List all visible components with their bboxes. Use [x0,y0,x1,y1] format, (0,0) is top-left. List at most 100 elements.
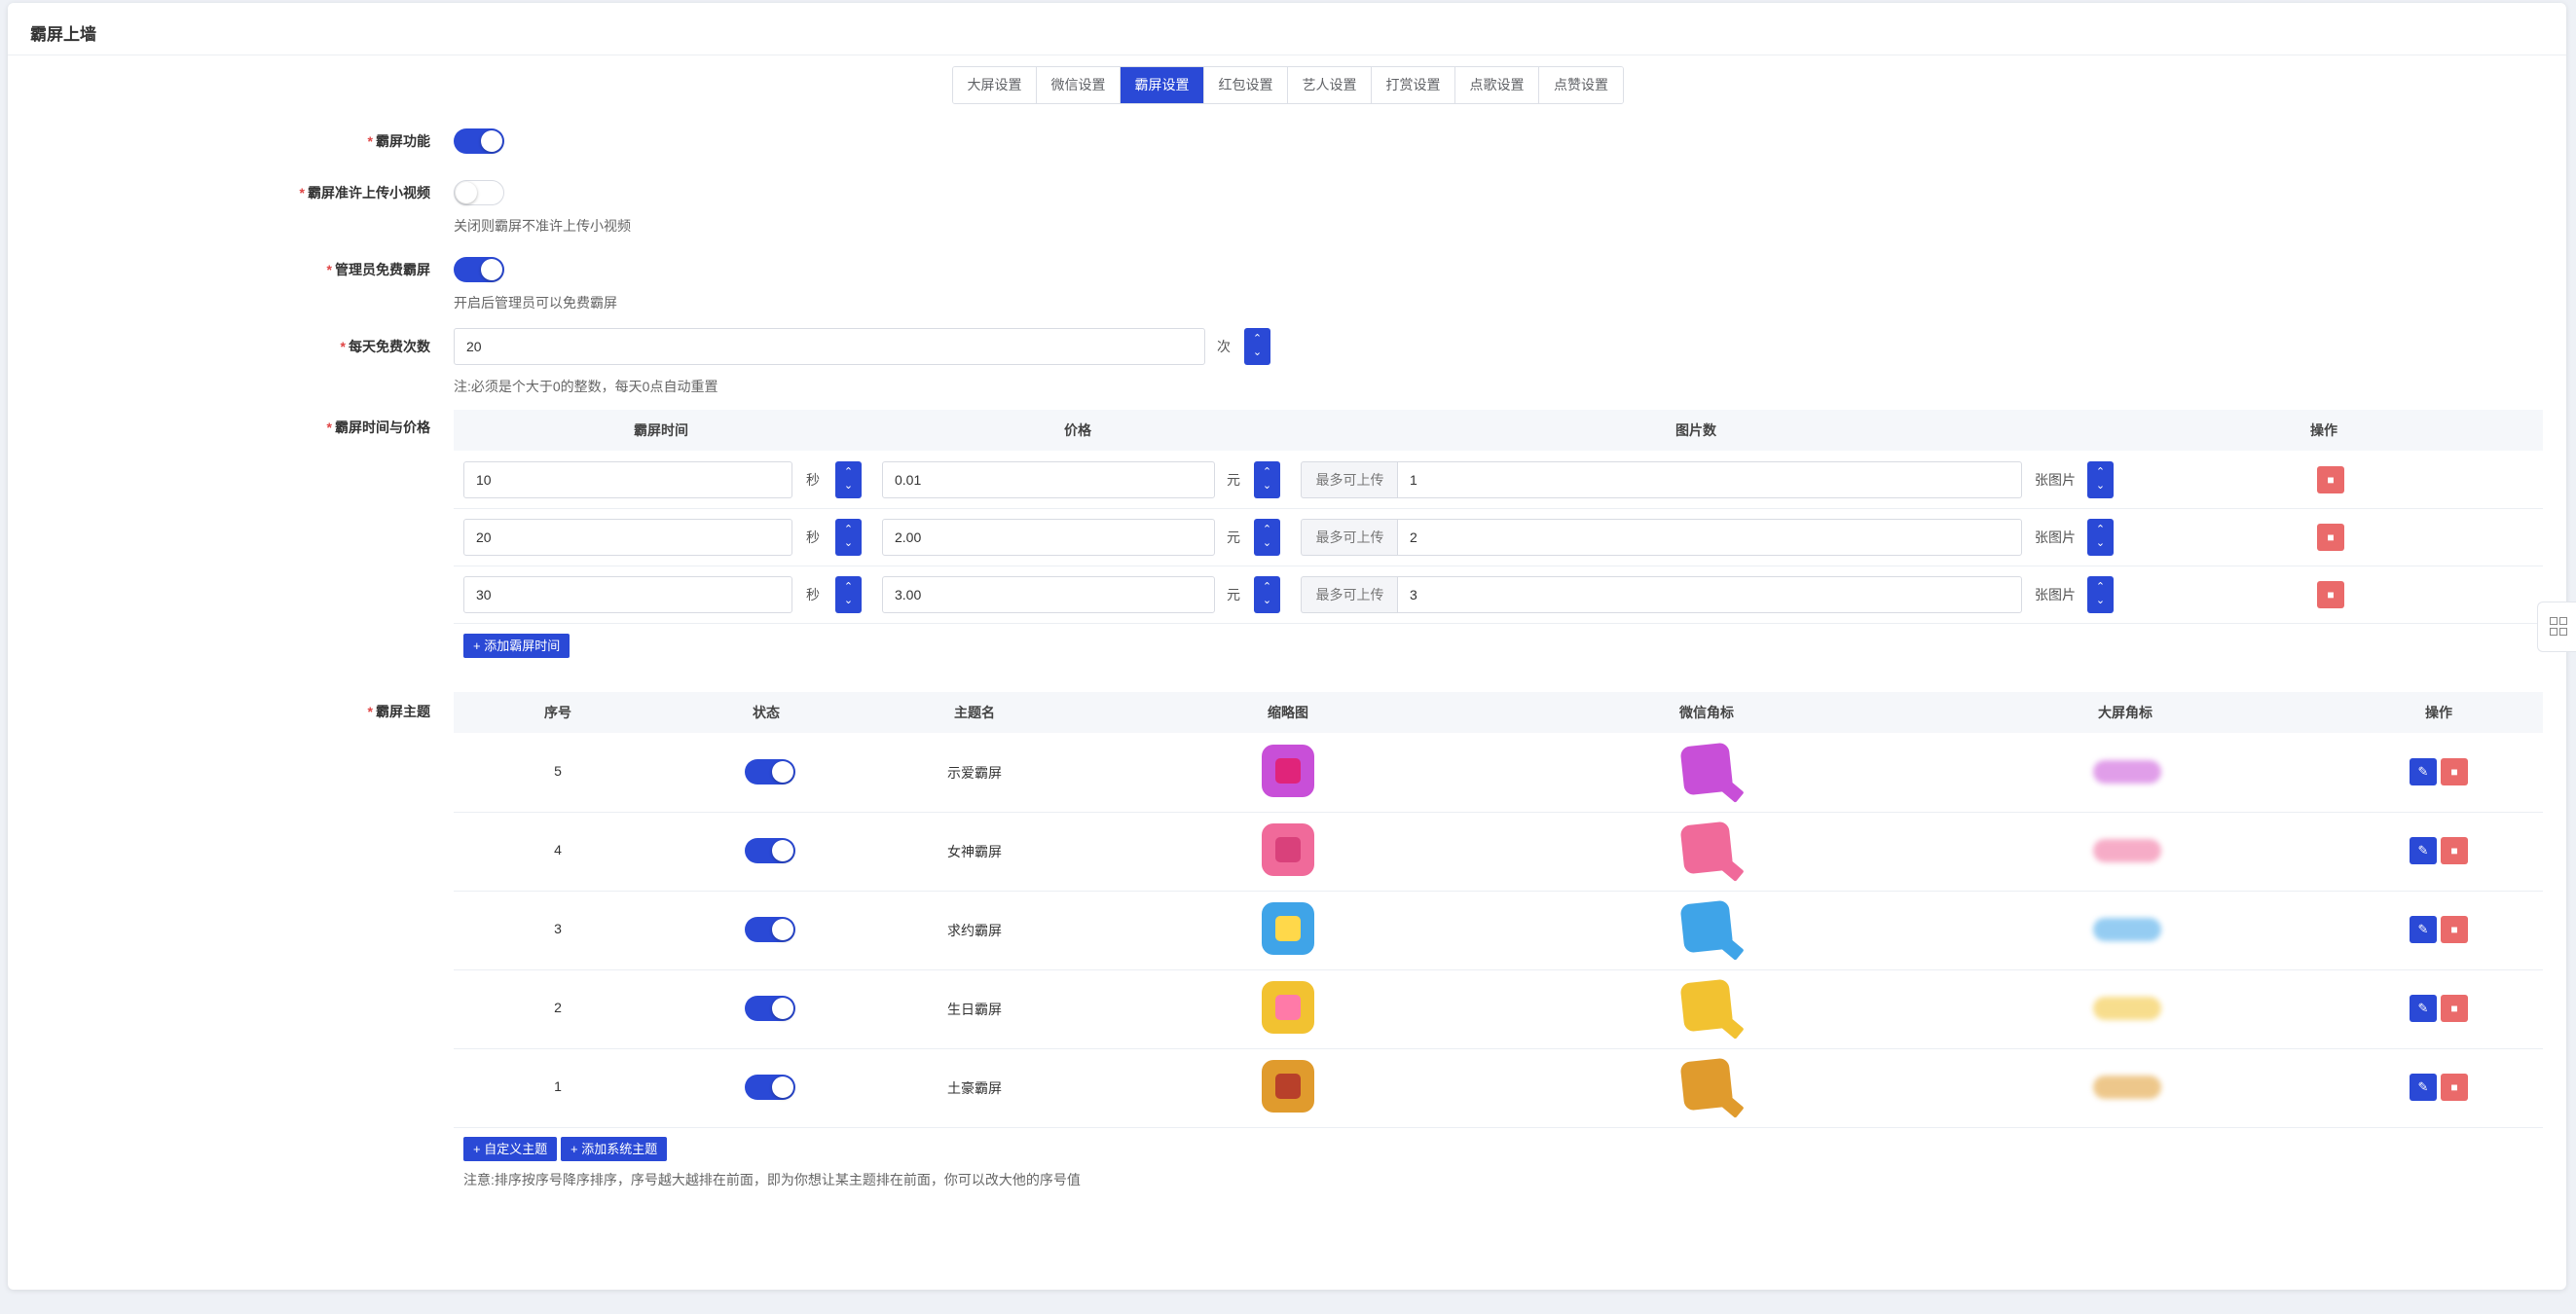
theme-thumbnail [1262,981,1314,1034]
price-input[interactable]: 3.00 [882,576,1215,613]
pics-stepper[interactable]: ⌃ ⌄ [2087,519,2114,556]
delete-button[interactable]: ■ [2441,916,2468,943]
tab-redpacket-settings[interactable]: 红包设置 [1204,67,1288,103]
page-title: 霸屏上墙 [30,25,96,44]
price-stepper[interactable]: ⌃ ⌄ [1254,461,1280,498]
pics-prefix: 最多可上传 [1301,461,1398,498]
theme-status-switch[interactable] [745,838,795,863]
switch-knob [456,182,477,203]
price-unit: 元 [1227,529,1240,545]
screen-badge-image [2093,918,2161,941]
tab-takeover-settings[interactable]: 霸屏设置 [1121,67,1204,103]
pics-stepper[interactable]: ⌃ ⌄ [2087,461,2114,498]
pics-input[interactable]: 1 [1397,461,2022,498]
edit-button[interactable]: ✎ [2410,995,2437,1022]
delete-button[interactable]: ■ [2317,466,2344,493]
theme-status-switch[interactable] [745,1075,795,1100]
delete-button[interactable]: ■ [2441,758,2468,785]
theme-order: 1 [554,1078,562,1094]
theme-thumbnail [1262,902,1314,955]
theme-name: 示爱霸屏 [947,765,1002,781]
add-time-button[interactable]: + 添加霸屏时间 [463,634,570,658]
price-stepper[interactable]: ⌃ ⌄ [1254,576,1280,613]
edit-button[interactable]: ✎ [2410,916,2437,943]
edit-icon: ✎ [2417,764,2429,779]
thumbnail-inner [1275,1074,1301,1099]
tab-like-settings[interactable]: 点赞设置 [1539,67,1623,103]
switch-knob [772,840,793,861]
switch-knob [481,259,502,280]
delete-button[interactable]: ■ [2317,581,2344,608]
time-price-label: 霸屏时间与价格 [327,418,430,437]
theme-note: 注意:排序按序号降序排序，序号越大越排在前面，即为你想让某主题排在前面，你可以改… [463,1172,1081,1187]
theme-thumbnail [1262,1060,1314,1113]
daily-count-input[interactable]: 20 [454,328,1205,365]
row-divider [454,969,2543,970]
theme-name: 求约霸屏 [947,923,1002,938]
theme-status-switch[interactable] [745,996,795,1021]
delete-button[interactable]: ■ [2441,995,2468,1022]
badge-body [1679,899,1734,954]
add-system-theme-button[interactable]: + 添加系统主题 [561,1137,668,1161]
badge-body [1679,1057,1734,1112]
edit-icon: ✎ [2417,843,2429,858]
time-input[interactable]: 20 [463,519,792,556]
theme-name: 土豪霸屏 [947,1080,1002,1096]
tab-wechat-settings[interactable]: 微信设置 [1037,67,1121,103]
edit-button[interactable]: ✎ [2410,1074,2437,1101]
theme-status-switch[interactable] [745,917,795,942]
col-status: 状态 [753,705,780,720]
feature-switch[interactable] [454,128,504,154]
custom-theme-button[interactable]: + 自定义主题 [463,1137,558,1161]
tab-artist-settings[interactable]: 艺人设置 [1288,67,1372,103]
time-input[interactable]: 30 [463,576,792,613]
pics-input[interactable]: 3 [1397,576,2022,613]
daily-stepper[interactable]: ⌃ ⌄ [1244,328,1270,365]
video-label: 霸屏准许上传小视频 [300,183,430,202]
edit-button[interactable]: ✎ [2410,758,2437,785]
chevron-down-icon[interactable]: ⌄ [1252,347,1263,358]
row-divider [454,1127,2543,1128]
time-unit: 秒 [806,529,820,545]
col-time: 霸屏时间 [634,422,688,438]
admin-switch[interactable] [454,257,504,282]
pics-input[interactable]: 2 [1397,519,2022,556]
price-stepper[interactable]: ⌃ ⌄ [1254,519,1280,556]
price-input[interactable]: 2.00 [882,519,1215,556]
pics-stepper[interactable]: ⌃ ⌄ [2087,576,2114,613]
theme-status-switch[interactable] [745,759,795,785]
badge-body [1679,821,1734,875]
col-theme-name: 主题名 [954,705,995,720]
badge-body [1679,978,1734,1033]
trash-icon: ■ [2327,588,2335,602]
tab-reward-settings[interactable]: 打赏设置 [1372,67,1455,103]
time-input[interactable]: 10 [463,461,792,498]
tab-song-settings[interactable]: 点歌设置 [1455,67,1539,103]
tab-screen-settings[interactable]: 大屏设置 [953,67,1037,103]
delete-button[interactable]: ■ [2441,1074,2468,1101]
time-stepper[interactable]: ⌃ ⌄ [835,461,862,498]
video-switch[interactable] [454,180,504,205]
col-pics: 图片数 [1675,422,1716,438]
time-stepper[interactable]: ⌃ ⌄ [835,576,862,613]
chevron-up-icon[interactable]: ⌃ [1252,333,1263,345]
delete-button[interactable]: ■ [2441,837,2468,864]
grid-cell [2559,628,2567,636]
delete-button[interactable]: ■ [2317,524,2344,551]
col-wechat-badge: 微信角标 [1679,705,1734,720]
grid-cell [2550,628,2558,636]
time-stepper[interactable]: ⌃ ⌄ [835,519,862,556]
switch-knob [772,919,793,940]
edit-button[interactable]: ✎ [2410,837,2437,864]
edit-icon: ✎ [2417,1079,2429,1094]
screen-badge-image [2093,997,2161,1020]
settings-tabs: 大屏设置 微信设置 霸屏设置 红包设置 艺人设置 打赏设置 点歌设置 点赞设置 [952,66,1624,104]
col-actions: 操作 [2310,422,2337,438]
video-hint: 关闭则霸屏不准许上传小视频 [454,218,631,234]
time-unit: 秒 [806,472,820,488]
grid-icon[interactable] [2537,602,2576,652]
price-input[interactable]: 0.01 [882,461,1215,498]
switch-knob [481,130,502,152]
price-table-header: 霸屏时间 价格 图片数 操作 [454,410,2543,451]
wechat-badge-image [1679,742,1745,805]
